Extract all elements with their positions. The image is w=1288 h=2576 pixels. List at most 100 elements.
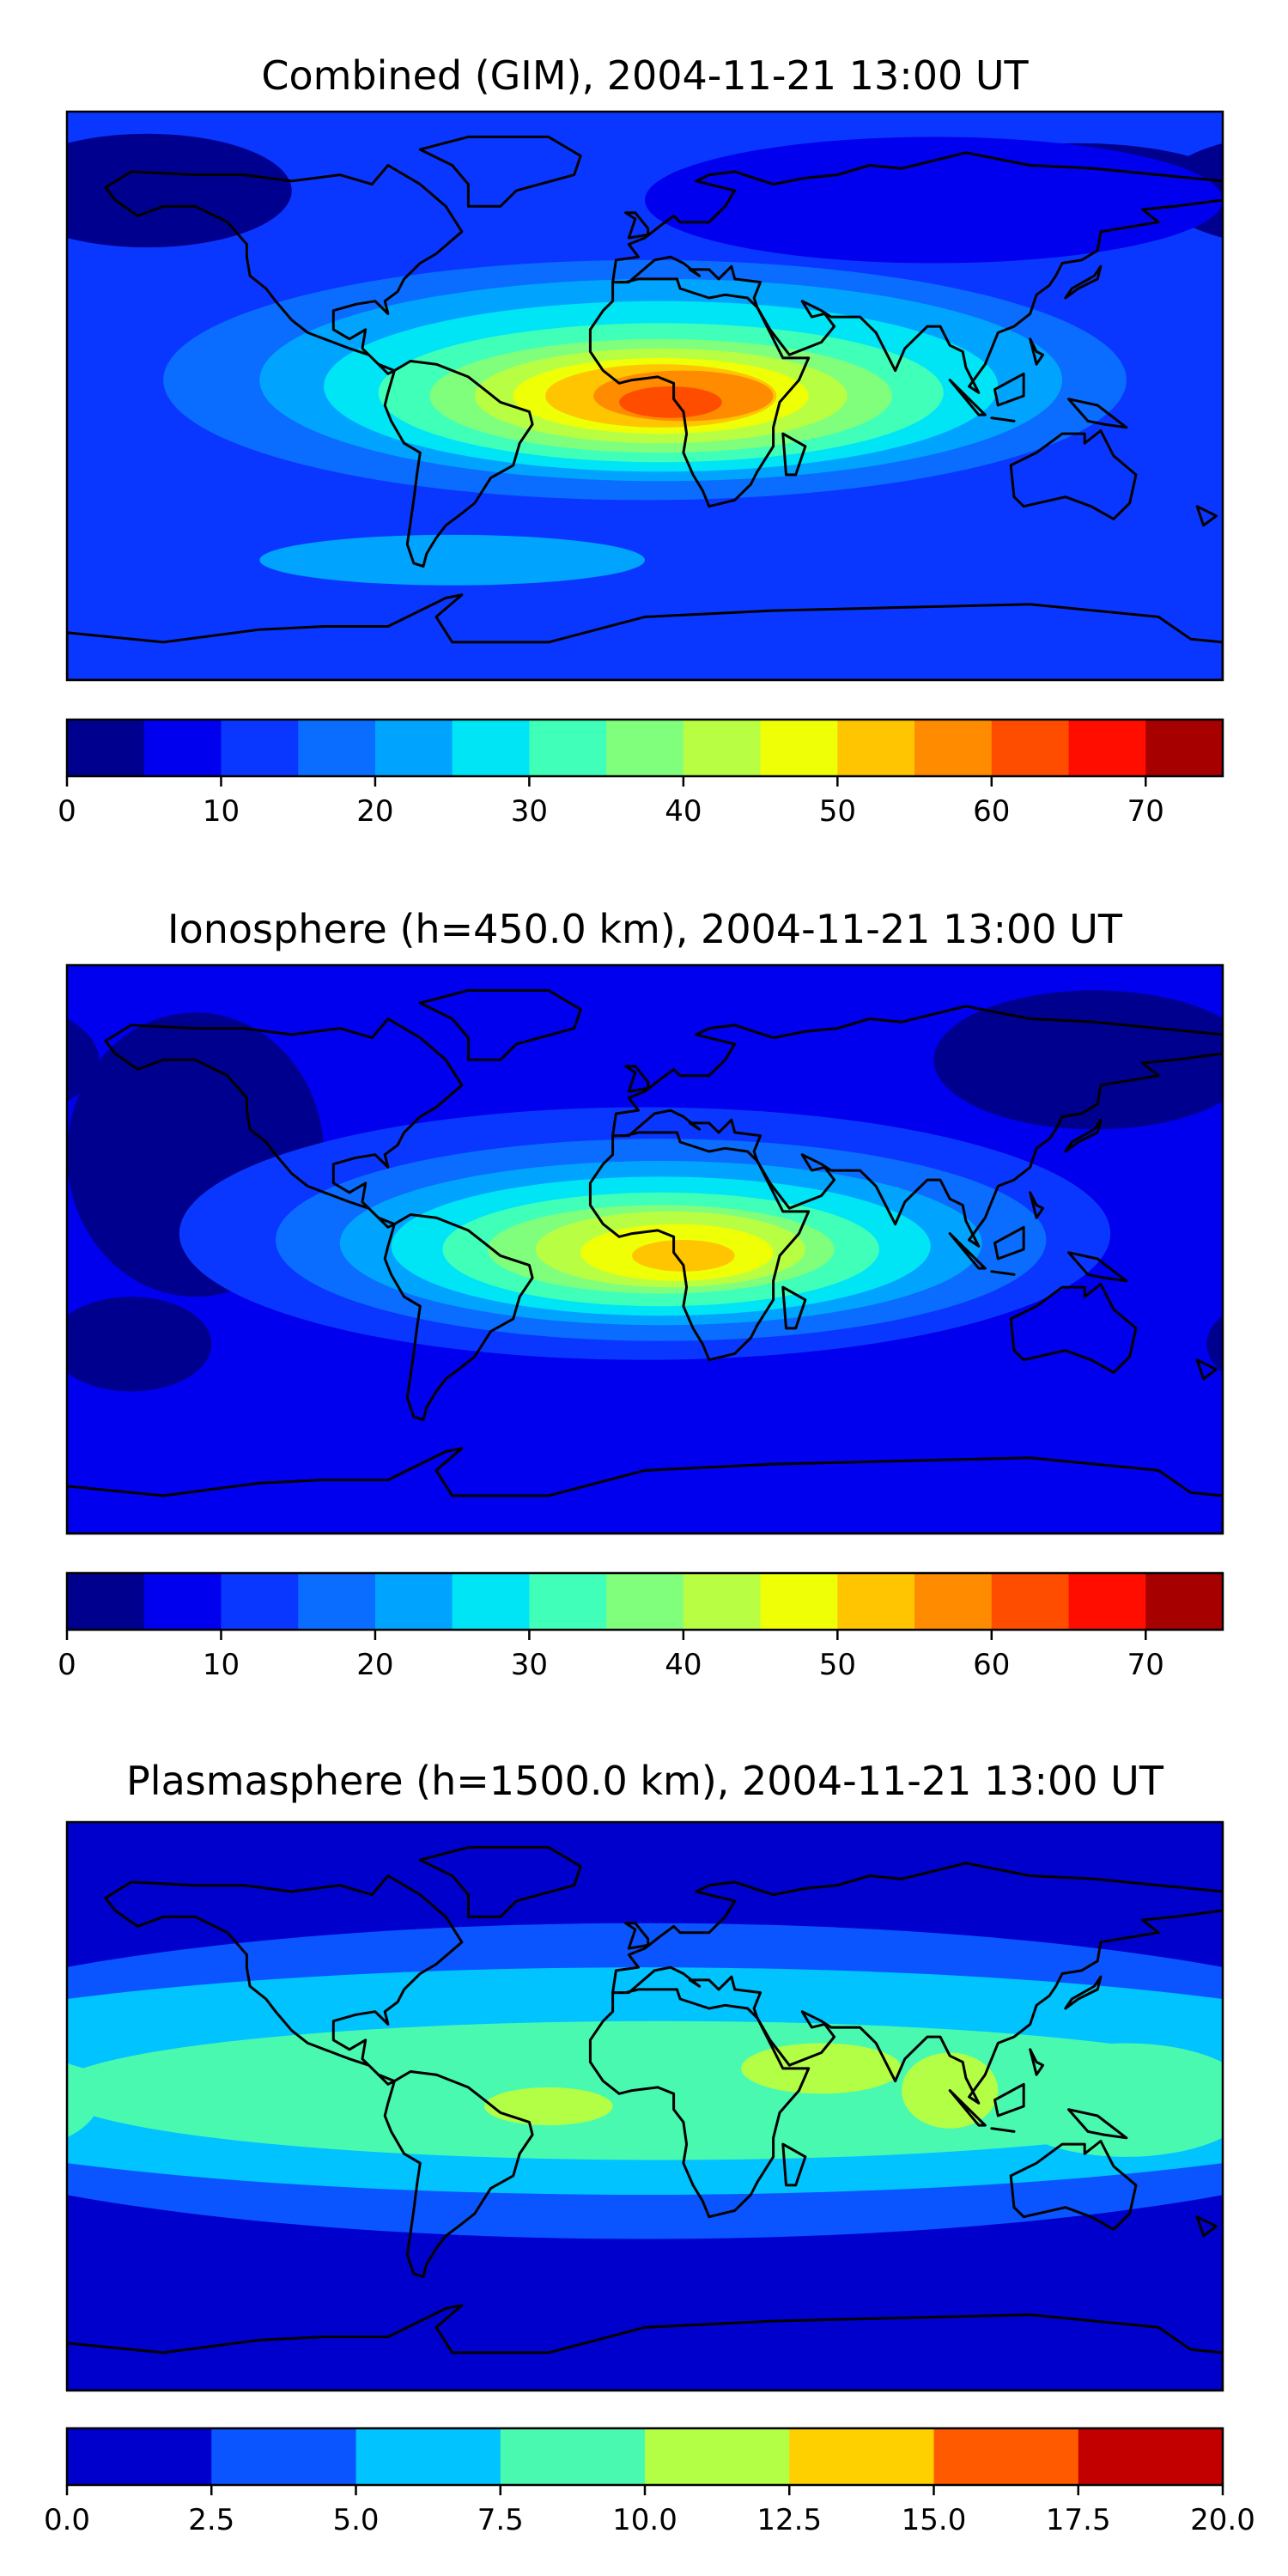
- colorbar-tick-label: 10: [203, 794, 240, 829]
- colorbar-segment: [452, 1573, 530, 1630]
- colorbar-segment: [1068, 720, 1146, 776]
- colorbar-tick-label: 20.0: [1190, 2503, 1255, 2537]
- map-field: [67, 112, 1223, 680]
- coastline: [1195, 1358, 1218, 1381]
- map-field: [67, 1822, 1223, 2391]
- contour-band-5: [484, 2087, 613, 2126]
- coastline: [611, 1862, 1223, 2105]
- colorbar-segment: [67, 1573, 145, 1630]
- colorbar-segment: [683, 720, 762, 776]
- colorbar-tick-label: 70: [1127, 1648, 1164, 1682]
- coastline: [383, 1213, 534, 1422]
- colorbar-tick-label: 2.5: [188, 2503, 234, 2537]
- colorbar-segment: [760, 1573, 838, 1630]
- coastline: [1067, 1251, 1128, 1283]
- colorbar-tick-label: 0: [58, 1648, 76, 1682]
- coastline: [1195, 2215, 1218, 2238]
- map-frame: [65, 963, 1224, 1535]
- colorbar-segment: [606, 1573, 684, 1630]
- coastline: [1009, 429, 1138, 520]
- coastline: [1067, 398, 1128, 429]
- colorbar-segment: [452, 720, 530, 776]
- coastline: [588, 277, 811, 508]
- coastline: [948, 2089, 987, 2127]
- colorbar-segment: [606, 720, 684, 776]
- colorbar-tick-label: 5.0: [332, 2503, 379, 2537]
- coastline: [993, 372, 1025, 407]
- coastline: [104, 1018, 464, 1229]
- coastline: [383, 2070, 534, 2279]
- colorbar-segment: [914, 1573, 993, 1630]
- coastline: [383, 360, 534, 568]
- colorbar-segment: [837, 1573, 915, 1630]
- contour-band-4: [805, 2233, 999, 2264]
- contour-band-2: [67, 1297, 212, 1392]
- colorbar-frame: [65, 718, 1224, 778]
- coastline: [588, 1988, 811, 2219]
- colorbar-tick-label: 50: [819, 1648, 856, 1682]
- coastline: [1029, 337, 1045, 366]
- coastline: [781, 2142, 807, 2187]
- coastline: [993, 2082, 1025, 2117]
- colorbar-tick-label: 40: [665, 794, 702, 829]
- colorbar-tick-label: 15.0: [902, 2503, 967, 2537]
- colorbar-segment: [933, 2428, 1079, 2485]
- coastline: [611, 1005, 1223, 1248]
- coastline: [418, 988, 582, 1061]
- colorbar-segment: [789, 2428, 934, 2485]
- colorbar-segment: [374, 720, 453, 776]
- coastline: [1064, 1975, 1103, 2010]
- contour-band-13: [619, 386, 722, 418]
- colorbar-segment: [221, 1573, 299, 1630]
- colorbar-tick-label: 0: [58, 794, 76, 829]
- contour-band-3: [259, 534, 645, 586]
- colorbar-segment: [529, 1573, 607, 1630]
- colorbar-segment: [298, 720, 376, 776]
- coastline: [624, 211, 650, 240]
- map-frame: [65, 1820, 1224, 2392]
- colorbar-segment: [837, 720, 915, 776]
- coastline: [1195, 505, 1218, 527]
- colorbar-segment: [760, 720, 838, 776]
- chart-panel-0: Combined (GIM), 2004-11-21 13:00 UT 0 10 20…: [58, 52, 1224, 829]
- coastline: [67, 593, 1223, 680]
- coastline: [781, 1285, 807, 1330]
- map-field: [67, 965, 1223, 1534]
- colorbar-segment: [143, 720, 222, 776]
- chart-title: Combined (GIM), 2004-11-21 13:00 UT: [261, 52, 1029, 99]
- coastline: [1064, 1118, 1103, 1153]
- coastline: [1029, 2048, 1045, 2076]
- colorbar-tick-label: 60: [973, 794, 1010, 829]
- colorbar-tick-label: 70: [1127, 794, 1164, 829]
- contour-band-wrap: [67, 1018, 100, 1102]
- colorbar-segment: [1078, 2428, 1224, 2485]
- coastline: [993, 1225, 1025, 1261]
- colorbar-tick-label: 7.5: [477, 2503, 524, 2537]
- colorbar-segment: [529, 720, 607, 776]
- coastline: [1067, 2108, 1128, 2140]
- contour-band-11: [632, 1239, 735, 1272]
- colorbar-tick-label: 17.5: [1046, 2503, 1111, 2537]
- colorbar-frame: [65, 1571, 1224, 1631]
- contour-band-wrap: [67, 2062, 100, 2138]
- coastline: [990, 416, 1016, 422]
- colorbar-tick-label: 30: [511, 794, 548, 829]
- colorbar-segment: [298, 1573, 376, 1630]
- colorbar-segment: [683, 1573, 762, 1630]
- colorbar-segment: [1145, 1573, 1224, 1630]
- coastline: [1009, 2140, 1138, 2231]
- coastline: [1029, 1191, 1045, 1219]
- colorbar-segment: [143, 1573, 222, 1630]
- colorbar-segment: [1145, 720, 1224, 776]
- coastline: [624, 1922, 650, 1950]
- colorbar-segment: [1068, 1573, 1146, 1630]
- colorbar-tick-label: 0.0: [44, 2503, 90, 2537]
- coastline: [1009, 1283, 1138, 1374]
- colorbar-segment: [355, 2428, 501, 2485]
- coastline: [67, 1447, 1223, 1534]
- chart-panel-2: Plasmasphere (h=1500.0 km), 2004-11-21 1…: [44, 1758, 1255, 2537]
- colorbar-tick-label: 12.5: [756, 2503, 822, 2537]
- contour-band-wrap: [1206, 1315, 1223, 1373]
- contour-band-wrap: [67, 169, 83, 211]
